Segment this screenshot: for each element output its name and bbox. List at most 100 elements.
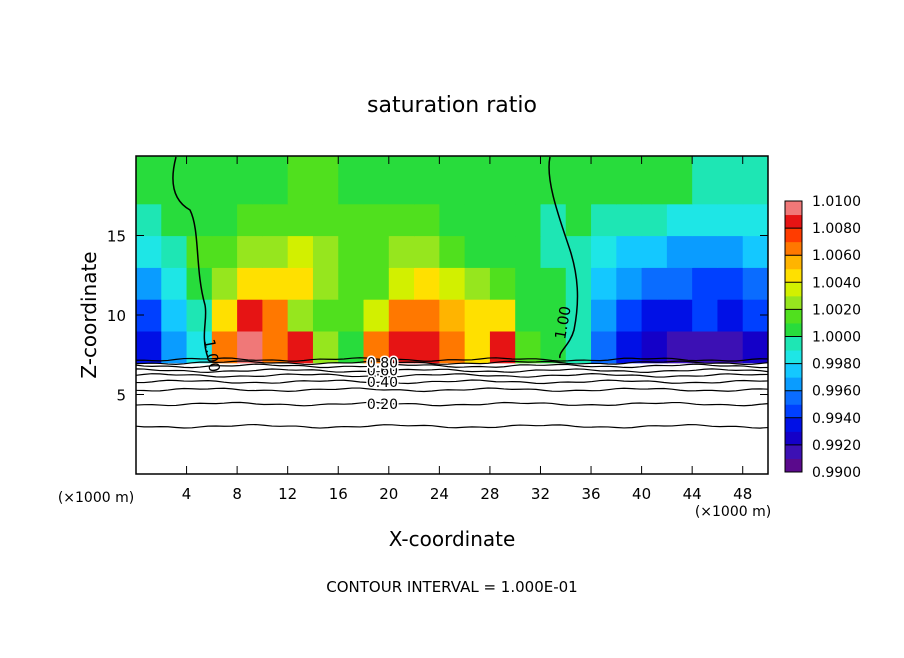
field-cell bbox=[363, 235, 390, 268]
field-cell bbox=[666, 235, 693, 268]
field-cell bbox=[262, 299, 289, 332]
x-tick-label: 36 bbox=[581, 485, 600, 503]
colorbar-swatch bbox=[785, 228, 802, 243]
field-cell bbox=[692, 330, 719, 364]
field-cell bbox=[363, 156, 390, 205]
field-cell bbox=[338, 267, 365, 300]
y-tick-label: 15 bbox=[107, 228, 126, 246]
field-cell bbox=[211, 267, 238, 300]
field-cell bbox=[338, 235, 365, 268]
field-cell bbox=[161, 267, 188, 300]
field-cell bbox=[287, 235, 314, 268]
field-cell bbox=[312, 203, 339, 237]
x-tick-label: 8 bbox=[232, 485, 242, 503]
x-tick-label: 28 bbox=[480, 485, 499, 503]
x-tick-label: 32 bbox=[531, 485, 550, 503]
field-cell bbox=[439, 203, 466, 237]
field-cell bbox=[237, 330, 263, 364]
field-cell bbox=[616, 267, 643, 300]
colorbar-swatch bbox=[785, 377, 802, 392]
field-cell bbox=[211, 156, 238, 205]
field-cell bbox=[237, 203, 263, 237]
field-cell bbox=[692, 203, 719, 237]
colorbar-swatch bbox=[785, 268, 802, 283]
colorbar-swatch bbox=[785, 255, 802, 270]
x-tick-label: 16 bbox=[329, 485, 348, 503]
y-tick-label: 10 bbox=[107, 307, 126, 325]
field-cell bbox=[742, 267, 768, 300]
field-cell bbox=[312, 330, 339, 364]
field-cell bbox=[388, 267, 415, 300]
field-cell bbox=[641, 235, 668, 268]
field-cell bbox=[237, 156, 263, 205]
field-cell bbox=[287, 330, 314, 364]
unity-contour bbox=[172, 156, 209, 359]
field-cell bbox=[565, 299, 592, 332]
field-cell bbox=[211, 235, 238, 268]
contour-label: 1.00 bbox=[551, 305, 575, 341]
contour-label: 1.00 bbox=[200, 338, 224, 374]
unity-contour bbox=[548, 156, 579, 359]
field-cell bbox=[591, 299, 617, 332]
field-cell bbox=[186, 203, 213, 237]
field-cell bbox=[439, 235, 466, 268]
x-tick-label: 12 bbox=[278, 485, 297, 503]
field-cell bbox=[388, 235, 415, 268]
field-cell bbox=[237, 299, 263, 332]
x-tick-label: 40 bbox=[632, 485, 651, 503]
field-cell bbox=[464, 299, 491, 332]
contour-line bbox=[136, 401, 768, 407]
field-cell bbox=[742, 235, 768, 268]
field bbox=[136, 156, 768, 364]
contour-label: 0.80 bbox=[367, 356, 398, 372]
contour-line bbox=[136, 368, 768, 373]
field-cell bbox=[464, 156, 491, 205]
colorbar-tick-label: 0.9940 bbox=[812, 411, 861, 427]
field-cell bbox=[287, 299, 314, 332]
field-cell bbox=[489, 267, 516, 300]
field-cell bbox=[515, 267, 542, 300]
colorbar-swatch bbox=[785, 458, 802, 473]
field-cell bbox=[414, 330, 440, 364]
field-cell bbox=[414, 299, 440, 332]
field-cell bbox=[591, 156, 617, 205]
field-cell bbox=[414, 235, 440, 268]
field-cell bbox=[717, 156, 744, 205]
field-cell bbox=[565, 267, 592, 300]
colorbar-swatch bbox=[785, 309, 802, 324]
field-cell bbox=[312, 235, 339, 268]
x-tick-label: 24 bbox=[430, 485, 449, 503]
field-cell bbox=[186, 235, 213, 268]
field-cell bbox=[287, 267, 314, 300]
field-cell bbox=[388, 330, 415, 364]
contour-line bbox=[136, 357, 768, 362]
contour-label: 0.40 bbox=[367, 375, 398, 391]
field-cell bbox=[540, 330, 567, 364]
colorbar-swatch bbox=[785, 431, 802, 446]
field-cell bbox=[515, 330, 542, 364]
field-cell bbox=[742, 156, 768, 205]
field-cell bbox=[262, 267, 289, 300]
field-cell bbox=[464, 203, 491, 237]
field-cell bbox=[312, 267, 339, 300]
field-cell bbox=[565, 330, 592, 364]
field-cell bbox=[692, 267, 719, 300]
field-cell bbox=[540, 299, 567, 332]
field-cell bbox=[186, 156, 213, 205]
field-cell bbox=[717, 330, 744, 364]
field-cell bbox=[591, 267, 617, 300]
field-cell bbox=[742, 203, 768, 237]
field-cell bbox=[489, 203, 516, 237]
field-cell bbox=[591, 235, 617, 268]
field-cell bbox=[540, 235, 567, 268]
y-unit: (×1000 m) bbox=[58, 490, 134, 506]
field-cell bbox=[287, 203, 314, 237]
field-cell bbox=[186, 299, 213, 332]
colorbar-swatch bbox=[785, 241, 802, 256]
field-cell bbox=[515, 299, 542, 332]
field-cell bbox=[414, 203, 440, 237]
field-cell bbox=[262, 156, 289, 205]
colorbar-swatch bbox=[785, 363, 802, 378]
field-cell bbox=[591, 203, 617, 237]
